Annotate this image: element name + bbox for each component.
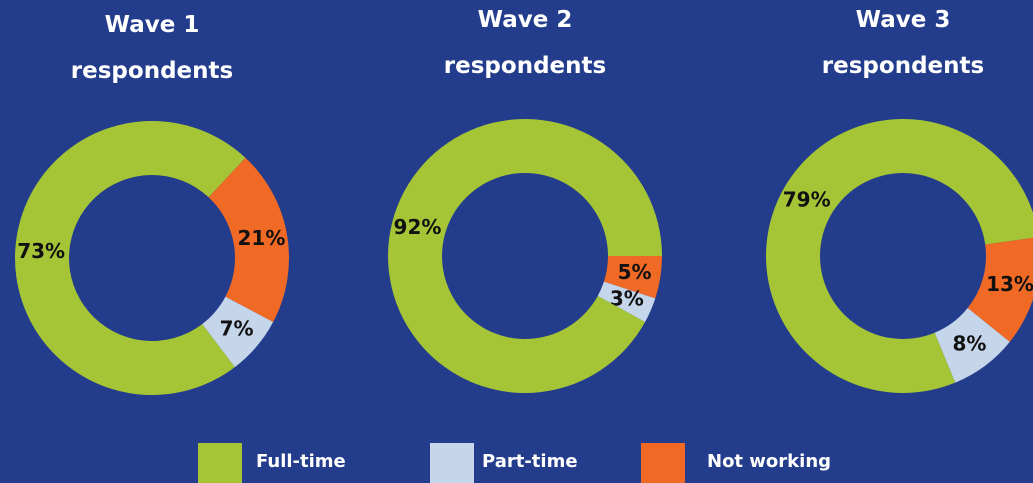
data-label: 73% [17,239,65,263]
legend-swatch [198,443,242,483]
legend-swatch [430,443,474,483]
data-label: 8% [953,331,987,355]
data-label: 5% [618,260,652,284]
donut-segment [14,121,246,396]
chart-title: Wave 1 respondents [70,12,234,84]
donut-segment [597,281,656,323]
data-label: 79% [783,187,831,211]
data-label: 92% [394,215,442,239]
legend-label: Full-time [256,451,346,472]
chart-title: Wave 2 respondents [443,7,607,79]
donut-segment [202,296,274,368]
donut-segment [766,119,1033,393]
donut-segment [967,237,1033,342]
data-label: 7% [220,316,254,340]
donut-segment [934,308,1010,383]
legend-label: Part-time [482,451,578,472]
legend-label: Not working [707,451,832,472]
donut-segment [208,157,289,323]
data-label: 13% [986,272,1033,296]
donut-segment [603,256,662,299]
chart-title: Wave 3 respondents [821,7,985,79]
donut-segment [388,119,662,394]
data-label: 21% [238,226,286,250]
legend-swatch [641,443,685,483]
